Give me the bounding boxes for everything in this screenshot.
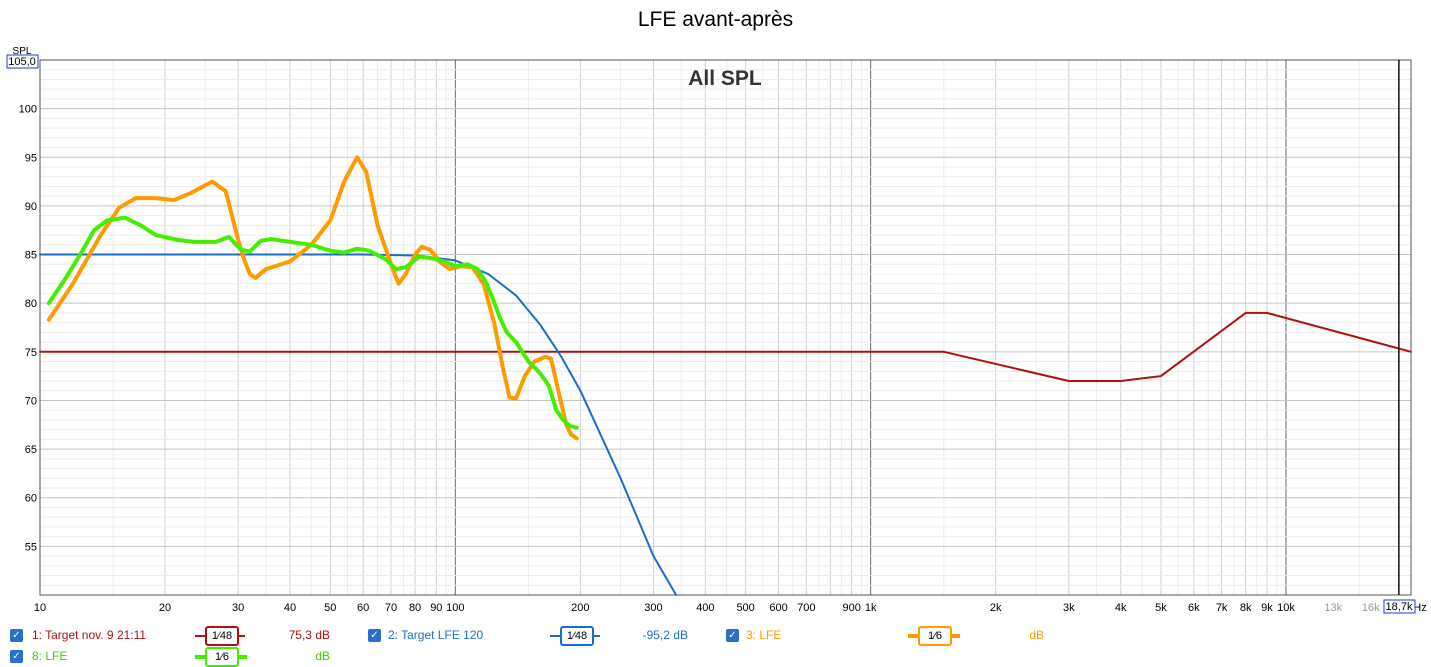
axis-layer: 55 60 65 70 75 80 85 90 95 100 10 20 30 40 50 60 70 80 90 1… — [19, 59, 1412, 614]
x-tick-label: 300 — [644, 602, 662, 614]
legend-smoothing-button[interactable]: 1⁄48 — [205, 626, 239, 646]
y-top-value: 105,0 — [8, 56, 36, 68]
target-nov-9-line — [39, 311, 1412, 382]
x-axis-label: Hz — [1413, 602, 1426, 614]
legend-value: 75,3 dB — [288, 628, 330, 642]
legend-smoothing-button[interactable]: 1⁄6 — [205, 647, 239, 667]
y-tick-label: 100 — [19, 104, 37, 116]
legend-row-2: ✓ 8: LFE 1⁄6 dB — [0, 647, 1431, 667]
plot-frame — [39, 59, 1412, 596]
legend-label: 1: Target nov. 9 21:11 — [32, 628, 147, 642]
x-tick-label: 600 — [769, 602, 787, 614]
x-tick-label: 5k — [1155, 602, 1167, 614]
y-tick-label: 70 — [25, 395, 37, 407]
x-tick-label: 6k — [1188, 602, 1200, 614]
legend-label: 2: Target LFE 120 — [388, 628, 484, 642]
y-axis-label: SPL — [13, 46, 32, 57]
y-tick-label: 90 — [25, 201, 37, 213]
grid-layer — [39, 59, 1412, 596]
x-tick-label: 900 — [842, 602, 860, 614]
y-tick-label: 95 — [25, 152, 37, 164]
legend-row-1: ✓ 1: Target nov. 9 21:11 1⁄48 75,3 dB ✓ … — [0, 626, 1431, 646]
x-tick-label: 40 — [284, 602, 296, 614]
x-tick-label: 20 — [159, 602, 171, 614]
plot-background — [40, 60, 1411, 595]
x-tick-label: 10 — [34, 602, 46, 614]
chart-title: LFE avant-après — [637, 8, 794, 31]
legend-value: dB — [1029, 628, 1044, 642]
y-top-value-box[interactable]: 105,0 — [6, 54, 39, 69]
x-tick-label: 3k — [1063, 602, 1075, 614]
legend-checkbox[interactable]: ✓ — [726, 629, 739, 642]
x-tick-label: 80 — [409, 602, 421, 614]
target-lfe-120-line — [39, 253, 678, 596]
x-cursor-value: 18,7k — [1386, 601, 1413, 613]
legend-checkbox[interactable]: ✓ — [10, 650, 23, 663]
legend-checkbox[interactable]: ✓ — [368, 629, 381, 642]
x-tick-label: 2k — [990, 602, 1002, 614]
x-tick-label: 8k — [1240, 602, 1252, 614]
x-tick-label: 60 — [357, 602, 369, 614]
legend-value: -95,2 dB — [642, 628, 688, 642]
x-tick-label: 90 — [430, 602, 442, 614]
y-tick-label: 75 — [25, 347, 37, 359]
y-tick-label: 55 — [25, 541, 37, 553]
legend-smoothing-button[interactable]: 1⁄48 — [560, 626, 594, 646]
legend-label: 8: LFE — [32, 649, 68, 663]
chart-subtitle: All SPL — [688, 67, 762, 90]
x-tick-label: 13k — [1324, 602, 1342, 614]
x-tick-label: 100 — [446, 602, 464, 614]
x-tick-label: 400 — [696, 602, 714, 614]
x-tick-label: 4k — [1115, 602, 1127, 614]
legend-smoothing-button[interactable]: 1⁄6 — [918, 626, 952, 646]
x-tick-label: 10k — [1277, 602, 1295, 614]
x-cursor-value-box[interactable]: 18,7k — [1383, 599, 1416, 614]
frequency-response-plot[interactable]: 55 60 65 70 75 80 85 90 95 100 10 20 30 40 50 60 70 80 90 1… — [0, 0, 1431, 620]
x-tick-label: 7k — [1216, 602, 1228, 614]
y-tick-label: 85 — [25, 250, 37, 262]
legend-checkbox[interactable]: ✓ — [10, 629, 23, 642]
y-tick-label: 65 — [25, 444, 37, 456]
legend-label: 3: LFE — [746, 628, 782, 642]
x-tick-label: 50 — [324, 602, 336, 614]
lfe-green-line — [46, 215, 579, 430]
legend-value: dB — [315, 649, 330, 663]
x-tick-label: 200 — [571, 602, 589, 614]
x-tick-label: 70 — [385, 602, 397, 614]
x-tick-label: 500 — [736, 602, 754, 614]
y-tick-label: 80 — [25, 298, 37, 310]
x-tick-label: 16k — [1362, 602, 1380, 614]
x-tick-label: 700 — [797, 602, 815, 614]
x-tick-label: 9k — [1261, 602, 1273, 614]
series-layer — [39, 155, 1412, 596]
x-tick-label: 30 — [232, 602, 244, 614]
y-tick-label: 60 — [25, 493, 37, 505]
x-tick-label: 1k — [865, 602, 877, 614]
